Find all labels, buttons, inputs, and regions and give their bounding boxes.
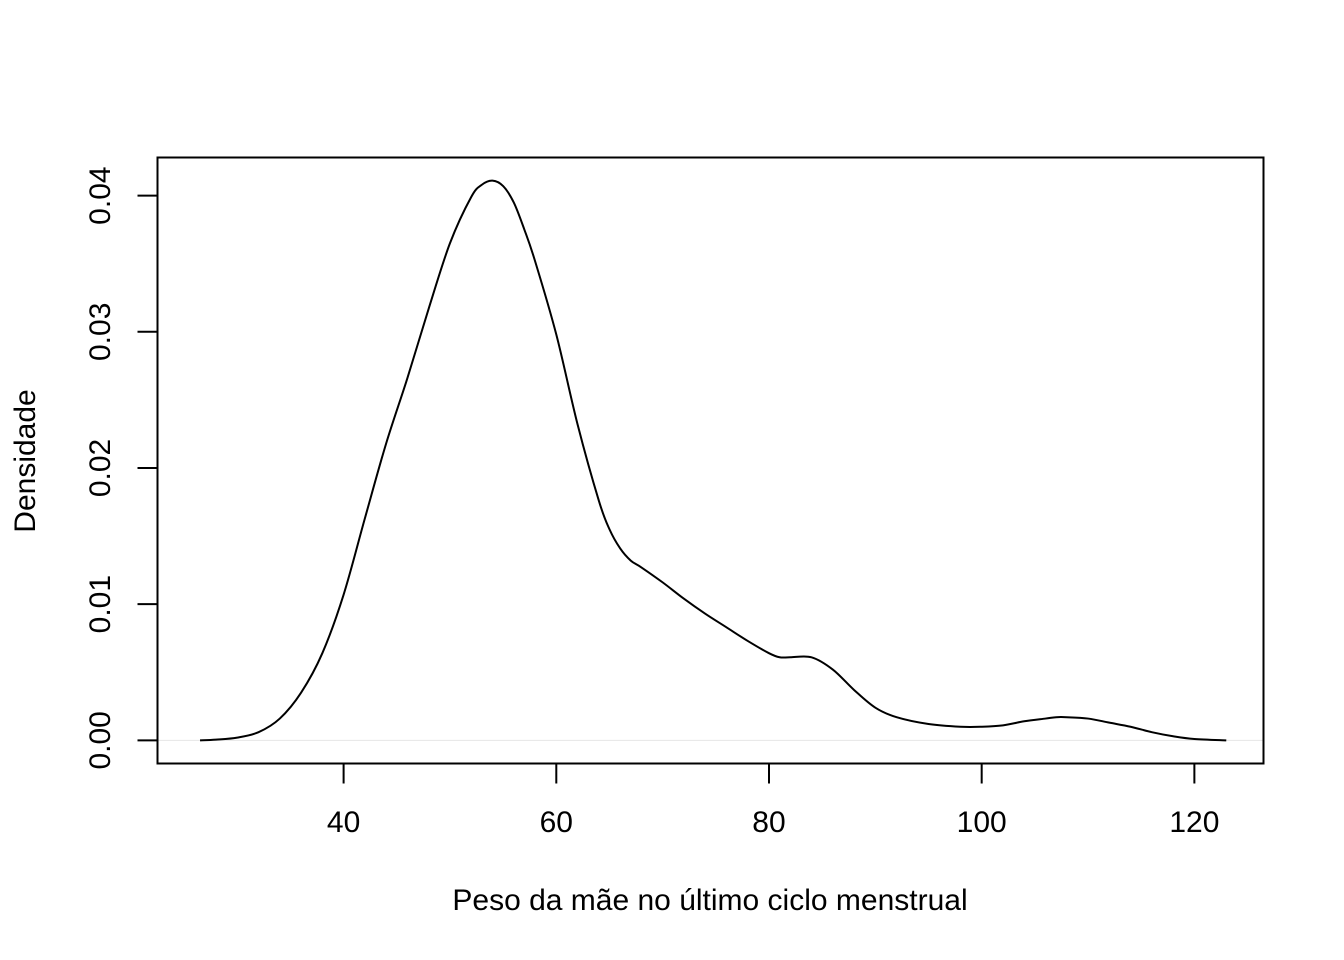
- x-axis-label: Peso da mãe no último ciclo menstrual: [452, 884, 967, 917]
- x-tick-label: 40: [327, 806, 360, 839]
- series-layer: [199, 179, 1227, 742]
- y-axis-label: Densidade: [9, 389, 42, 532]
- x-axis: 40 60 80 100 120: [327, 762, 1219, 839]
- x-tick-label: 100: [957, 806, 1007, 839]
- y-tick-label: 0.01: [84, 575, 117, 633]
- x-tick-label: 60: [540, 806, 573, 839]
- plot-frame: [156, 156, 1265, 765]
- y-tick-label: 0.00: [84, 711, 117, 769]
- y-tick-label: 0.02: [84, 439, 117, 497]
- x-tick-label: 120: [1169, 806, 1219, 839]
- y-tick-label: 0.04: [84, 166, 117, 224]
- y-axis: 0.00 0.01 0.02 0.03 0.04: [84, 166, 159, 770]
- density-curve: [199, 179, 1227, 742]
- y-tick-label: 0.03: [84, 303, 117, 361]
- x-tick-label: 80: [752, 806, 785, 839]
